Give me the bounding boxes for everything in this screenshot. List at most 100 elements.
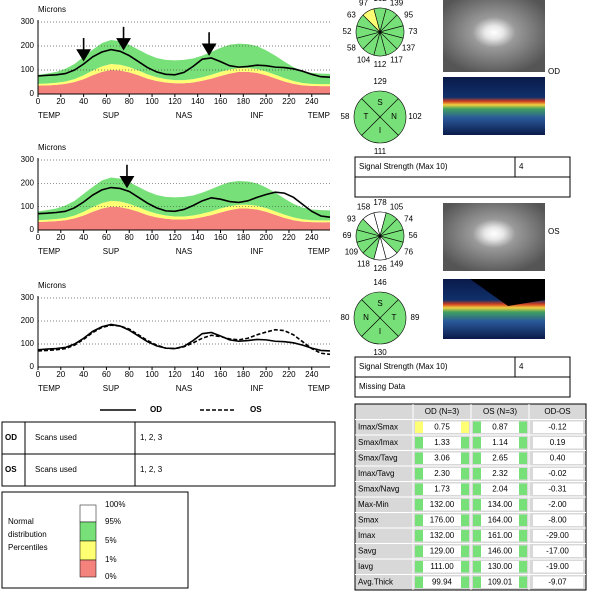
quadrant-letter: S bbox=[377, 299, 382, 308]
legend-label: OS bbox=[250, 405, 262, 414]
quadrant-sector bbox=[379, 98, 407, 136]
x-tick-label: 0 bbox=[36, 233, 41, 242]
quadrant-sector bbox=[379, 299, 407, 337]
percentile-band bbox=[38, 40, 330, 85]
category-label: SUP bbox=[103, 111, 119, 120]
y-tick-label: 0 bbox=[30, 225, 35, 234]
row-label: Savg bbox=[358, 546, 376, 555]
row-label: Avg.Thick bbox=[358, 577, 394, 586]
category-label: TEMP bbox=[308, 384, 330, 393]
row-label: Max-Min bbox=[358, 500, 389, 509]
table-header: OD (N=3) bbox=[425, 407, 460, 416]
clock-value: 117 bbox=[390, 56, 403, 65]
cell-inner bbox=[481, 437, 519, 449]
table-value: 129.00 bbox=[430, 546, 455, 555]
y-tick-label: 100 bbox=[21, 65, 35, 74]
table-value: 132.00 bbox=[430, 531, 455, 540]
table-value: 2.32 bbox=[492, 469, 508, 478]
clock-value: 97 bbox=[359, 0, 368, 8]
table-header: OD-OS bbox=[544, 407, 570, 416]
quadrant-letter: N bbox=[391, 112, 397, 121]
fundus-image bbox=[443, 203, 545, 271]
data-line bbox=[37, 324, 331, 356]
y-tick-label: 300 bbox=[21, 17, 35, 26]
table-value: -2.00 bbox=[548, 500, 567, 509]
cell-inner bbox=[481, 545, 519, 557]
signal-value: 4 bbox=[519, 162, 524, 171]
cell-inner bbox=[533, 437, 583, 449]
signal-label: Signal Strength (Max 10) bbox=[359, 162, 448, 171]
cell-inner bbox=[423, 468, 461, 480]
quadrant-value: 80 bbox=[341, 313, 350, 322]
table-value: 111.00 bbox=[430, 562, 454, 571]
cell-inner bbox=[423, 499, 461, 511]
table-value: 176.00 bbox=[430, 515, 455, 524]
category-label: TEMP bbox=[308, 111, 330, 120]
category-label: NAS bbox=[176, 247, 192, 256]
row-label: Imax bbox=[358, 531, 375, 540]
quadrant-value: 102 bbox=[408, 112, 422, 121]
clock-value: 178 bbox=[373, 198, 387, 207]
cell-inner bbox=[533, 545, 583, 557]
x-tick-label: 80 bbox=[125, 370, 134, 379]
clock-value: 105 bbox=[390, 203, 404, 212]
clock-value: 73 bbox=[409, 27, 418, 36]
row-label: Smax/Navg bbox=[358, 484, 399, 493]
quadrant-sector bbox=[353, 98, 381, 136]
table-value: 0.19 bbox=[550, 438, 566, 447]
cell-inner bbox=[481, 499, 519, 511]
y-axis-label: Microns bbox=[38, 143, 66, 152]
clock-value: 109 bbox=[345, 248, 359, 257]
legend-level: 1% bbox=[105, 555, 117, 564]
table-value: 161.00 bbox=[488, 531, 513, 540]
clock-value: 139 bbox=[390, 0, 404, 8]
table-value: 2.04 bbox=[492, 484, 508, 493]
table-value: 132.00 bbox=[430, 500, 455, 509]
x-tick-label: 160 bbox=[214, 97, 228, 106]
y-tick-label: 200 bbox=[21, 41, 35, 50]
table-value: -0.12 bbox=[548, 422, 567, 431]
y-tick-label: 0 bbox=[30, 362, 35, 371]
category-label: TEMP bbox=[38, 247, 60, 256]
table-value: -0.02 bbox=[548, 469, 567, 478]
x-tick-label: 100 bbox=[145, 233, 159, 242]
eye-label: OS bbox=[5, 465, 17, 474]
x-tick-label: 200 bbox=[259, 370, 273, 379]
row-label: Smax/Tavg bbox=[358, 453, 398, 462]
clock-value: 58 bbox=[347, 44, 356, 53]
arrow-marker bbox=[119, 164, 135, 189]
quadrant-sector bbox=[361, 116, 399, 144]
x-tick-label: 60 bbox=[102, 233, 111, 242]
cell-inner bbox=[533, 452, 583, 464]
quadrant-letter: N bbox=[363, 313, 369, 322]
x-tick-label: 120 bbox=[168, 370, 182, 379]
clock-value: 56 bbox=[409, 231, 418, 240]
cell-inner bbox=[423, 545, 461, 557]
table-value: 2.30 bbox=[434, 469, 450, 478]
clock-value: 118 bbox=[357, 260, 370, 269]
table-value: 3.06 bbox=[434, 453, 450, 462]
y-axis-label: Microns bbox=[38, 281, 66, 290]
x-tick-label: 20 bbox=[56, 97, 65, 106]
x-tick-label: 240 bbox=[305, 370, 319, 379]
table-row bbox=[1, 453, 336, 487]
table-value: -9.07 bbox=[548, 577, 567, 586]
quadrant-value: 111 bbox=[374, 147, 387, 156]
x-tick-label: 0 bbox=[36, 97, 41, 106]
cell-inner bbox=[423, 483, 461, 495]
y-tick-label: 0 bbox=[30, 89, 35, 98]
x-tick-label: 20 bbox=[56, 370, 65, 379]
cell-inner bbox=[533, 514, 583, 526]
cell-inner bbox=[423, 452, 461, 464]
table-value: 1.73 bbox=[434, 484, 450, 493]
category-label: SUP bbox=[103, 247, 119, 256]
table-value: 134.00 bbox=[488, 500, 513, 509]
category-label: SUP bbox=[103, 384, 119, 393]
table-value: 99.94 bbox=[432, 577, 453, 586]
table-value: 1.33 bbox=[434, 438, 450, 447]
table-value: -29.00 bbox=[546, 531, 569, 540]
row-label: Imax/Tavg bbox=[358, 469, 394, 478]
clock-value: 158 bbox=[357, 203, 371, 212]
scans-value: 1, 2, 3 bbox=[140, 433, 163, 442]
